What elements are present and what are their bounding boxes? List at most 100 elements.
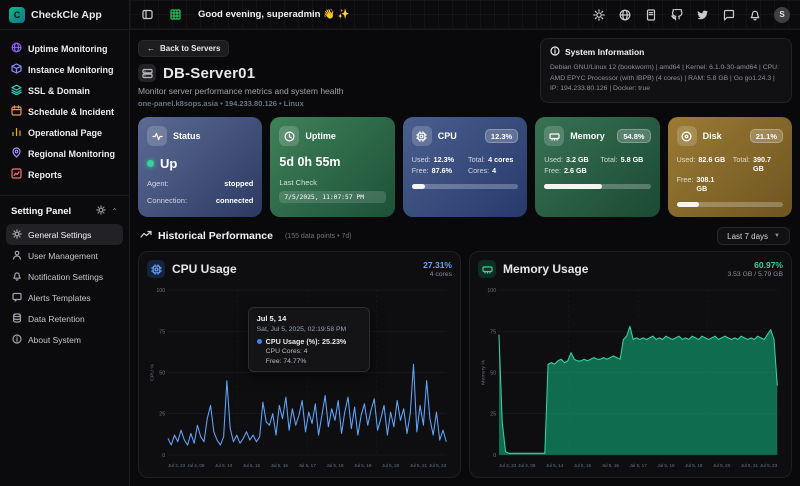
last-check-label: Last Check	[279, 178, 317, 187]
svg-text:Jul 5, 14: Jul 5, 14	[215, 463, 233, 468]
svg-text:Jul 5, 17: Jul 5, 17	[629, 463, 647, 468]
system-info-title: System Information	[565, 47, 645, 57]
arrow-left-icon: ←	[147, 44, 155, 53]
sidebar-item-regional-monitoring[interactable]: Regional Monitoring	[6, 143, 123, 164]
disk-total-label: Total:	[732, 155, 750, 164]
cpu-card-title: CPU	[437, 131, 457, 141]
globe-icon	[11, 42, 22, 55]
table-icon[interactable]	[168, 8, 182, 22]
disk-free-value: 308.1 GB	[696, 175, 715, 193]
app-logo: C CheckCle App	[0, 0, 129, 30]
range-selected-value: Last 7 days	[727, 231, 769, 241]
sidebar: C CheckCle App Uptime Monitoring Instanc…	[0, 0, 130, 486]
sidebar-item-label: Data Retention	[28, 313, 85, 324]
panel-toggle-icon[interactable]	[140, 8, 154, 22]
cpu-current-sub: 4 cores	[429, 271, 452, 278]
connection-label: Connection:	[147, 196, 188, 205]
report-chart-icon	[11, 168, 22, 181]
svg-text:0: 0	[493, 453, 496, 459]
sidebar-item-general-settings[interactable]: General Settings	[6, 224, 123, 245]
svg-text:Jul 5, 21: Jul 5, 21	[410, 463, 428, 468]
svg-text:25: 25	[159, 412, 165, 418]
info-icon	[12, 333, 22, 346]
system-information-card: System Information Debian GNU/Linux 12 (…	[540, 38, 792, 103]
clock-icon	[279, 126, 300, 146]
status-value: Up	[160, 156, 178, 171]
cpu-free-value: 87.6%	[431, 166, 452, 175]
docs-icon[interactable]	[644, 8, 658, 22]
sidebar-item-alerts-templates[interactable]: Alerts Templates	[6, 287, 123, 308]
memory-badge: 54.8%	[617, 129, 651, 143]
status-dot	[147, 160, 154, 167]
svg-text:Jul 5, 14: Jul 5, 14	[546, 463, 564, 468]
settings-panel-header[interactable]: Setting Panel ⌃	[0, 196, 129, 222]
sidebar-item-data-retention[interactable]: Data Retention	[6, 308, 123, 329]
bar-chart-icon	[11, 126, 22, 139]
stat-cards-row: Status Up Agent: stopped Connection: conne…	[138, 117, 792, 217]
svg-text:Jul 4, 09: Jul 4, 09	[187, 463, 205, 468]
svg-text:Jul 4, 09: Jul 4, 09	[518, 463, 536, 468]
memory-used-value: 3.2 GB	[565, 155, 589, 164]
memory-usage-chart-card: Memory Usage 60.97% 3.53 GB / 5.79 GB 0 2…	[469, 251, 792, 478]
historical-performance-title: Historical Performance (155 data points …	[140, 229, 352, 244]
tooltip-value: CPU Usage (%): 25.23%	[265, 336, 347, 346]
sidebar-item-label: Schedule & Incident	[28, 106, 115, 117]
sidebar-item-instance-monitoring[interactable]: Instance Monitoring	[6, 59, 123, 80]
tooltip-cores: CPU Cores: 4	[265, 348, 308, 356]
cpu-icon	[147, 260, 165, 278]
disk-used-value: 82.6 GB	[698, 155, 726, 164]
sidebar-item-operational-page[interactable]: Operational Page	[6, 122, 123, 143]
language-globe-icon[interactable]	[618, 8, 632, 22]
bell-icon	[12, 271, 22, 283]
twitter-icon[interactable]	[696, 8, 710, 22]
sidebar-item-reports[interactable]: Reports	[6, 164, 123, 185]
sidebar-item-notification-settings[interactable]: Notification Settings	[6, 266, 123, 287]
tooltip-title: Jul 5, 14	[256, 313, 287, 323]
historical-meta: (155 data points • 7d)	[284, 232, 352, 240]
page-subtitle: Monitor server performance metrics and s…	[138, 86, 344, 96]
last-check-value: 7/5/2025, 11:07:57 PM	[279, 191, 386, 203]
gear-icon	[12, 228, 22, 241]
disk-badge: 21.1%	[749, 129, 783, 143]
cpu-card: CPU 12.3% Used: 12.3% Total: 4 cores Free:…	[402, 117, 528, 217]
disk-icon	[676, 126, 697, 146]
calendar-icon	[11, 105, 22, 118]
disk-used-label: Used:	[676, 155, 696, 164]
cpu-free-label: Free:	[411, 166, 429, 175]
server-header: ← Back to Servers DB-Server01 Monitor se…	[138, 38, 344, 108]
sidebar-item-user-management[interactable]: User Management	[6, 245, 123, 266]
sidebar-item-label: About System	[28, 334, 81, 345]
sidebar-item-label: Regional Monitoring	[28, 148, 115, 159]
main-content: ← Back to Servers DB-Server01 Monitor se…	[130, 30, 800, 486]
connection-value: connected	[215, 196, 254, 205]
cpu-progress-bar	[411, 184, 519, 189]
sidebar-item-uptime-monitoring[interactable]: Uptime Monitoring	[6, 38, 123, 59]
gear-icon	[96, 205, 107, 217]
cpu-total-label: Total:	[467, 155, 486, 164]
activity-icon	[147, 126, 167, 146]
memory-total-value: 5.8 GB	[620, 155, 644, 164]
memory-chart-title: Memory Usage	[503, 262, 589, 276]
time-range-selector[interactable]: Last 7 days ▼	[717, 227, 790, 245]
memory-usage-chart[interactable]: 0 25 50 75 100 Jul 3, 23 Jul 4, 09 Jul 5, 14 Jul…	[478, 282, 783, 473]
tooltip-datetime: Sat, Jul 5, 2025, 02:19:58 PM	[256, 325, 347, 333]
sidebar-item-ssl-domain[interactable]: SSL & Domain	[6, 80, 123, 101]
status-card-title: Status	[173, 131, 201, 141]
back-button-label: Back to Servers	[160, 44, 221, 53]
historical-title-text: Historical Performance	[158, 230, 273, 242]
sidebar-item-about-system[interactable]: About System	[6, 329, 123, 350]
user-avatar[interactable]: S	[774, 6, 790, 23]
svg-text:75: 75	[159, 329, 165, 335]
github-icon[interactable]	[670, 8, 684, 22]
server-meta: one-panel.k8sops.asia • 194.233.80.126 •…	[138, 99, 304, 108]
chat-icon[interactable]	[722, 8, 736, 22]
sidebar-item-label: Reports	[28, 169, 63, 180]
svg-text:Jul 5, 20: Jul 5, 20	[713, 463, 731, 468]
series-dot-icon	[256, 338, 262, 344]
sidebar-item-label: User Management	[28, 250, 98, 261]
sidebar-item-schedule-incident[interactable]: Schedule & Incident	[6, 101, 123, 122]
bell-icon[interactable]	[748, 8, 762, 22]
theme-sun-icon[interactable]	[592, 8, 606, 22]
back-to-servers-button[interactable]: ← Back to Servers	[138, 40, 230, 57]
